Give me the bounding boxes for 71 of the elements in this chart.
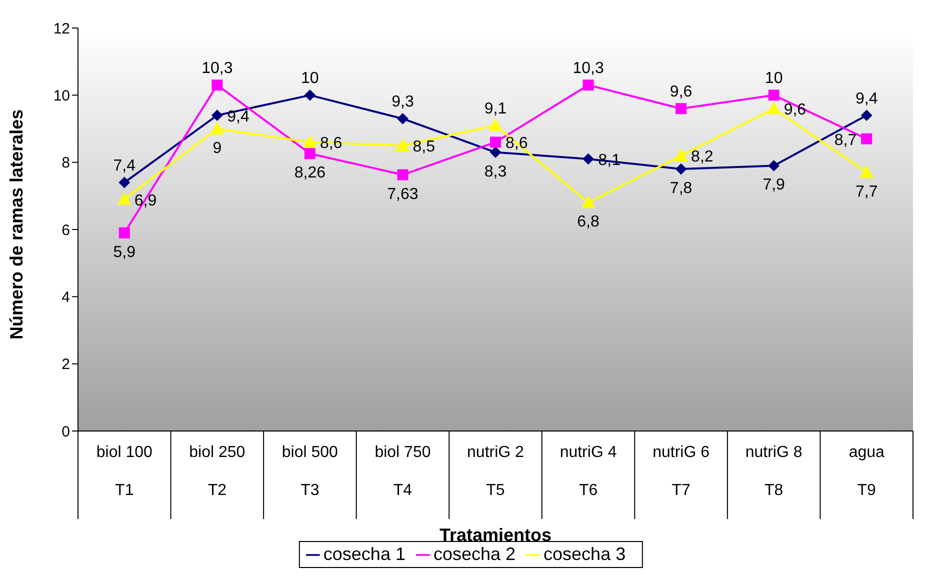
point <box>582 153 594 164</box>
y-tick-label: 2 <box>62 356 70 374</box>
data-label: 10 <box>301 70 319 88</box>
point <box>397 169 408 180</box>
point <box>490 146 501 158</box>
point <box>861 110 872 121</box>
category-label: biol 750 T4 <box>374 444 431 499</box>
point <box>768 160 780 172</box>
point <box>396 139 410 152</box>
category-label: biol 500 T3 <box>282 444 338 499</box>
point <box>676 103 687 114</box>
data-label: 10,3 <box>202 60 233 78</box>
category-label: biol 100 T1 <box>96 444 152 499</box>
data-label: 8,3 <box>484 163 507 180</box>
point <box>118 227 130 238</box>
point <box>768 90 780 101</box>
point <box>489 118 502 131</box>
data-label: 9,1 <box>484 100 507 118</box>
legend-label: cosecha 3 <box>544 544 626 564</box>
y-tick-label: 0 <box>62 423 70 440</box>
point <box>118 192 131 205</box>
y-tick-label: 6 <box>62 222 70 239</box>
data-label: 9 <box>212 140 222 157</box>
data-label: 7,9 <box>762 176 786 194</box>
data-label: 7,7 <box>855 183 878 200</box>
point <box>582 196 595 208</box>
category-label: biol 250 T2 <box>189 444 246 499</box>
point <box>118 176 130 188</box>
data-label: 9,3 <box>392 94 414 111</box>
point <box>212 110 223 121</box>
point <box>674 149 688 162</box>
category-label: nutriG 2 T5 <box>467 444 524 499</box>
data-label: 7,4 <box>113 157 136 174</box>
x-axis-title: Tratamientos <box>439 525 552 545</box>
data-label: 5,9 <box>113 244 136 261</box>
point <box>582 80 594 91</box>
data-label: 8,26 <box>294 164 326 182</box>
data-label: 9,4 <box>855 90 878 108</box>
legend-label: cosecha 2 <box>433 544 516 564</box>
y-tick-label: 8 <box>62 154 70 172</box>
y-tick-label: 10 <box>53 87 70 104</box>
y-tick-label: 4 <box>62 288 70 306</box>
data-label: 6,8 <box>577 214 600 231</box>
y-axis-title: Número de ramas laterales <box>6 109 26 340</box>
data-label: 8,2 <box>691 148 714 166</box>
data-label: 10,3 <box>572 60 604 78</box>
data-label: 7,63 <box>387 186 418 203</box>
point <box>860 166 874 178</box>
category-label: nutriG 8 T8 <box>745 444 802 499</box>
category-label: agua T9 <box>848 444 884 499</box>
point <box>304 90 316 101</box>
point <box>210 122 224 134</box>
point <box>303 136 316 148</box>
data-label: 7,8 <box>670 180 692 198</box>
point <box>397 113 408 124</box>
data-label: 9,6 <box>784 102 806 119</box>
point <box>676 164 687 175</box>
y-tick-label: 12 <box>53 20 70 38</box>
point <box>490 136 501 148</box>
legend-label: cosecha 1 <box>323 544 406 564</box>
point <box>767 102 780 114</box>
data-label: 9,6 <box>670 84 692 101</box>
data-label: 10 <box>764 70 783 88</box>
data-label: 8,5 <box>412 138 436 156</box>
data-label: 8,7 <box>834 132 857 149</box>
category-label: nutriG 6 T7 <box>652 444 710 499</box>
data-label: 9,4 <box>227 108 250 126</box>
point <box>861 133 872 144</box>
point <box>212 80 223 91</box>
point <box>304 148 316 160</box>
category-label: nutriG 4 T6 <box>560 444 617 499</box>
